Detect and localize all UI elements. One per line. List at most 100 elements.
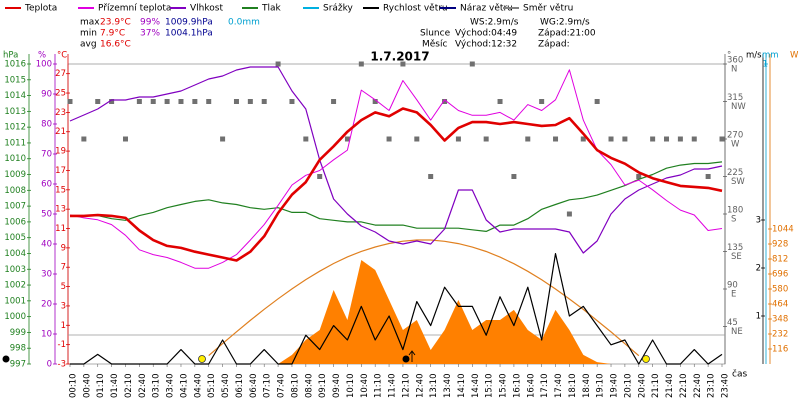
axis-unit: % <box>38 51 46 61</box>
tick-label: 1009 <box>4 170 26 180</box>
tick-label: 270 <box>727 131 743 141</box>
x-tick-label: 18:40 <box>582 374 592 399</box>
wind-direction-mark <box>469 61 475 67</box>
x-tick-label: 04:10 <box>179 374 189 399</box>
x-tick-label: 08:40 <box>304 374 314 399</box>
tick-label: 928 <box>772 240 788 250</box>
tick-label: 23 <box>55 108 66 118</box>
x-tick-label: 20:40 <box>637 374 647 399</box>
wind-direction-mark <box>442 99 448 104</box>
tick-label: 464 <box>772 300 788 310</box>
tick-label: 1008 <box>4 186 26 196</box>
axis-unit: W <box>790 51 799 61</box>
wind-direction-mark <box>136 99 142 104</box>
stat-value: 7.9°C <box>100 29 125 39</box>
wind-direction-mark <box>206 99 212 104</box>
wind-direction-mark <box>220 136 226 142</box>
wind-direction-mark <box>386 136 392 142</box>
x-tick-label: 13:10 <box>429 374 439 399</box>
wind-direction-mark <box>483 136 489 142</box>
x-tick-label: 06:10 <box>235 374 245 399</box>
stat-value: 1004.1hPa <box>165 29 213 39</box>
x-tick-label: 17:10 <box>540 374 550 399</box>
tick-label: 30 <box>41 270 52 280</box>
x-tick-label: 12:40 <box>415 374 425 399</box>
tick-label: 1002 <box>4 281 26 291</box>
wind-direction-mark <box>650 136 656 142</box>
stat-value: 23.9°C <box>100 18 131 28</box>
stat-value: 0.0mm <box>228 18 260 28</box>
legend-label: Teplota <box>24 4 57 14</box>
tick-label: 1016 <box>4 60 26 70</box>
x-axis-label: čas <box>732 369 747 380</box>
stat-value: 16.6°C <box>100 40 131 50</box>
tick-label: 45 <box>727 318 738 328</box>
tick-label: 360 <box>727 56 743 66</box>
tick-label: 2 <box>756 264 761 274</box>
x-tick-label: 16:10 <box>512 374 522 399</box>
tick-direction: E <box>731 290 736 300</box>
wind-direction-mark <box>691 136 697 142</box>
series-line <box>70 161 723 232</box>
wind-direction-mark <box>344 136 350 142</box>
tick-label: 1 <box>756 312 761 322</box>
x-tick-label: 08:10 <box>290 374 300 399</box>
tick-label: 135 <box>727 243 743 253</box>
tick-direction: SE <box>731 252 742 262</box>
tick-direction: W <box>731 140 740 150</box>
wind-direction-mark <box>164 99 170 104</box>
tick-label: 116 <box>772 345 788 355</box>
x-tick-label: 11:10 <box>374 374 384 399</box>
tick-label: 40 <box>41 240 52 250</box>
x-tick-label: 19:10 <box>596 374 606 399</box>
x-tick-label: 21:40 <box>665 374 675 399</box>
moon-arrow <box>408 350 416 362</box>
x-tick-label: 03:10 <box>152 374 162 399</box>
axis-unit: m/s <box>746 51 762 61</box>
x-tick-label: 14:10 <box>457 374 467 399</box>
sunset-marker <box>642 355 650 363</box>
tick-direction: SW <box>731 177 745 187</box>
info-text: Západ: <box>538 40 570 50</box>
tick-label: 70 <box>41 150 52 160</box>
tick-label: 27 <box>55 69 66 79</box>
series-line <box>69 69 723 269</box>
tick-label: 180 <box>727 206 743 216</box>
legend-label: Přízemní teplota <box>98 4 171 14</box>
sun-moon-markers <box>2 350 650 363</box>
tick-label: 580 <box>772 285 788 295</box>
x-tick-label: 04:40 <box>193 374 203 399</box>
tick-label: 0 <box>47 360 52 370</box>
tick-label: 7 <box>61 263 66 273</box>
wind-direction-mark <box>109 99 115 104</box>
legend-label: Vlhkost <box>190 4 223 14</box>
tick-label: 998 <box>10 344 26 354</box>
wind-direction-mark <box>81 136 87 142</box>
x-tick-label: 19:40 <box>610 374 620 399</box>
wind-direction-mark <box>664 136 670 142</box>
x-tick-label: 22:10 <box>679 374 689 399</box>
x-tick-label: 14:40 <box>471 374 481 399</box>
legend-label: Náraz větru <box>460 4 513 14</box>
x-tick-label: 23:40 <box>721 374 731 399</box>
tick-label: 3 <box>61 301 66 311</box>
x-tick-label: 02:10 <box>124 374 134 399</box>
x-tick-label: 13:40 <box>443 374 453 399</box>
wind-direction-mark <box>233 99 239 104</box>
wind-direction-mark <box>455 136 461 142</box>
stat-label: max <box>80 18 100 28</box>
x-tick-label: 00:10 <box>69 374 79 399</box>
tick-label: 1000 <box>4 312 26 322</box>
tick-label: 17 <box>55 166 66 176</box>
info-text: Měsíc <box>422 40 447 50</box>
wind-direction-mark <box>358 61 364 67</box>
tick-label: 13 <box>55 205 66 215</box>
tick-label: 1006 <box>4 217 26 227</box>
x-tick-label: 10:10 <box>346 374 356 399</box>
info-text: WG:2.9m/s <box>540 18 590 28</box>
info-text: WS:2.9m/s <box>470 18 519 28</box>
x-tick-label: 17:40 <box>554 374 564 399</box>
tick-direction: N <box>731 65 737 75</box>
wind-direction-mark <box>719 136 725 142</box>
